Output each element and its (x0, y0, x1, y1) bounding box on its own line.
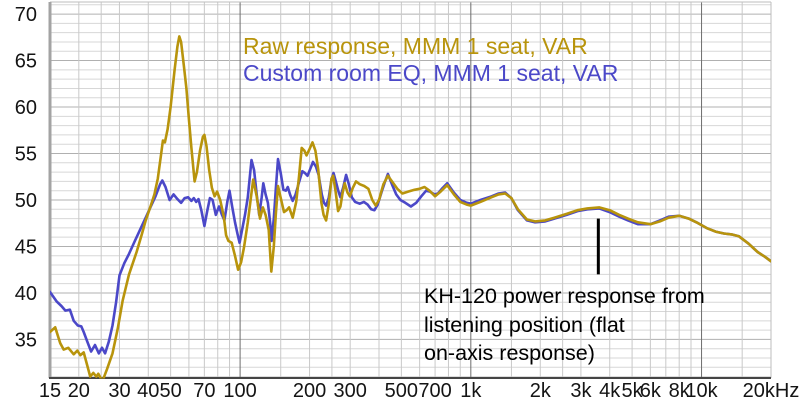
svg-text:30: 30 (108, 380, 130, 402)
svg-text:65: 65 (15, 51, 37, 73)
legend-custom-room-eq: Custom room EQ, MMM 1 seat, VAR (243, 60, 619, 86)
svg-text:6k: 6k (640, 380, 662, 402)
svg-text:10k: 10k (685, 380, 718, 402)
svg-text:70: 70 (193, 380, 215, 402)
annotation-line-1: KH-120 power response from (424, 284, 705, 308)
svg-text:4k: 4k (599, 380, 621, 402)
svg-text:8k: 8k (669, 380, 691, 402)
svg-text:2k: 2k (530, 380, 552, 402)
svg-text:3k: 3k (570, 380, 592, 402)
legend: Raw response, MMM 1 seat, VAR Custom roo… (243, 33, 618, 87)
svg-text:15: 15 (39, 380, 61, 402)
annotation-line-2: listening position (flat (424, 312, 625, 337)
svg-text:200: 200 (293, 380, 326, 402)
legend-raw-response: Raw response, MMM 1 seat, VAR (243, 33, 588, 59)
svg-text:40: 40 (15, 283, 37, 305)
svg-text:20: 20 (68, 380, 90, 402)
svg-text:40: 40 (137, 380, 159, 402)
svg-text:700: 700 (418, 380, 451, 402)
svg-text:45: 45 (15, 236, 37, 258)
svg-text:70: 70 (15, 4, 37, 26)
svg-text:55: 55 (15, 144, 37, 166)
svg-text:50: 50 (160, 380, 182, 402)
svg-text:35: 35 (15, 329, 37, 351)
svg-text:50: 50 (15, 190, 37, 212)
annotation-kh120: KH-120 power response from listening pos… (424, 282, 705, 368)
svg-text:20kHz: 20kHz (743, 380, 800, 402)
annotation-line-3: on-axis response) (424, 341, 595, 365)
raw-response-curve (50, 35, 771, 379)
svg-text:1k: 1k (460, 380, 482, 402)
svg-text:60: 60 (15, 97, 37, 119)
svg-text:5k: 5k (622, 380, 644, 402)
svg-text:100: 100 (223, 380, 256, 402)
svg-text:500: 500 (385, 380, 418, 402)
svg-text:300: 300 (333, 380, 366, 402)
